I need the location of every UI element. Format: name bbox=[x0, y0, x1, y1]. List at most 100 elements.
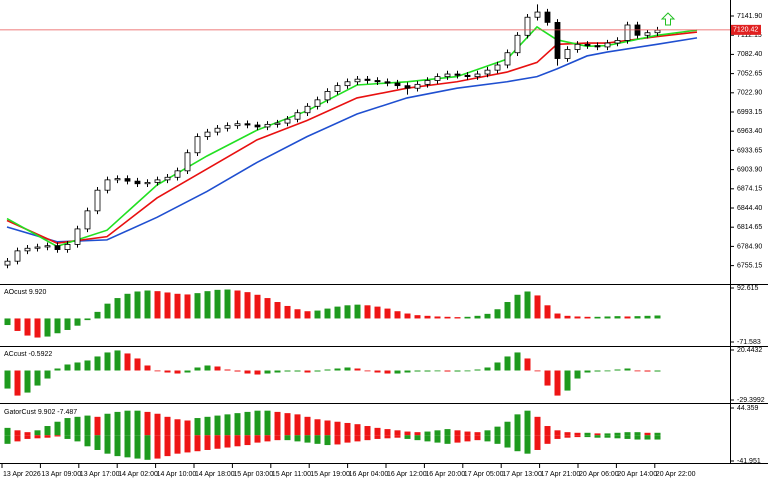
panel-title: AOcust 9.920 bbox=[4, 289, 47, 296]
histogram-bar bbox=[224, 289, 231, 319]
candle-body bbox=[244, 123, 251, 126]
histogram-bar bbox=[234, 370, 241, 372]
x-tick-label: 20 Apr 14:00 bbox=[617, 471, 657, 478]
candle-body bbox=[4, 260, 11, 266]
histogram-bar bbox=[144, 435, 151, 460]
y-tick-label: 7052.65 bbox=[737, 70, 762, 77]
histogram-bar bbox=[384, 370, 391, 374]
histogram-bar bbox=[94, 311, 101, 319]
histogram-bar bbox=[464, 435, 471, 442]
histogram-bar bbox=[264, 370, 271, 374]
histogram-bar bbox=[124, 435, 131, 458]
y-tick-label: 7082.40 bbox=[737, 51, 762, 58]
histogram-bar bbox=[64, 318, 71, 330]
histogram-bar bbox=[554, 430, 561, 436]
histogram-bar bbox=[374, 306, 381, 319]
candle-body bbox=[524, 16, 531, 36]
histogram-bar bbox=[74, 435, 81, 442]
candle-body bbox=[114, 178, 121, 181]
candle-body bbox=[474, 73, 481, 78]
histogram-bar bbox=[274, 435, 281, 441]
histogram-bar bbox=[4, 427, 11, 436]
histogram-bar bbox=[454, 435, 461, 443]
x-tick-label: 13 Apr 2026 bbox=[3, 471, 41, 478]
candle-body bbox=[184, 152, 191, 172]
candle-body bbox=[34, 246, 41, 249]
x-tick-label: 16 Apr 20:00 bbox=[425, 471, 465, 478]
histogram-bar bbox=[284, 413, 291, 436]
candle-body bbox=[544, 11, 551, 23]
x-tick-label: 15 Apr 19:00 bbox=[310, 471, 350, 478]
candle-body bbox=[264, 123, 271, 128]
histogram-bar bbox=[474, 432, 481, 436]
histogram-bar bbox=[234, 290, 241, 319]
x-tick-label: 20 Apr 22:00 bbox=[656, 471, 696, 478]
histogram-bar bbox=[74, 416, 81, 436]
candle-body bbox=[324, 91, 331, 101]
histogram-bar bbox=[264, 298, 271, 319]
candle-body bbox=[194, 136, 201, 154]
histogram-bar bbox=[554, 435, 561, 439]
histogram-bar bbox=[354, 304, 361, 319]
histogram-bar bbox=[74, 362, 81, 371]
histogram-bar bbox=[294, 370, 301, 372]
histogram-bar bbox=[454, 317, 461, 319]
histogram-bar bbox=[564, 432, 571, 436]
histogram-bar bbox=[194, 293, 201, 319]
histogram-bar bbox=[654, 435, 661, 440]
histogram-bar bbox=[254, 294, 261, 319]
x-tick-label: 14 Apr 02:00 bbox=[118, 471, 158, 478]
histogram-bar bbox=[574, 370, 581, 379]
histogram-bar bbox=[274, 302, 281, 319]
y-tick-label: 20.4432 bbox=[737, 347, 762, 354]
histogram-bar bbox=[144, 365, 151, 371]
candle-body bbox=[424, 80, 431, 85]
candle-body bbox=[434, 76, 441, 81]
histogram-bar bbox=[524, 291, 531, 319]
candle-body bbox=[304, 105, 311, 114]
histogram-bar bbox=[304, 311, 311, 319]
histogram-bar bbox=[14, 318, 21, 331]
candle-body bbox=[74, 228, 81, 245]
histogram-bar bbox=[344, 305, 351, 319]
histogram-bar bbox=[494, 426, 501, 436]
histogram-bar bbox=[34, 430, 41, 436]
histogram-bar bbox=[134, 358, 141, 371]
histogram-bar bbox=[534, 416, 541, 436]
histogram-bar bbox=[604, 370, 611, 372]
candle-body bbox=[284, 118, 291, 124]
histogram-bar bbox=[254, 370, 261, 375]
histogram-bar bbox=[154, 413, 161, 436]
histogram-bar bbox=[374, 435, 381, 439]
x-tick-label: 15 Apr 03:00 bbox=[233, 471, 273, 478]
histogram-bar bbox=[374, 427, 381, 436]
histogram-bar bbox=[594, 433, 601, 436]
histogram-bar bbox=[414, 315, 421, 319]
histogram-bar bbox=[24, 432, 31, 436]
candle-body bbox=[564, 49, 571, 59]
histogram-bar bbox=[584, 370, 591, 373]
candle-body bbox=[44, 245, 51, 248]
histogram-bar bbox=[54, 318, 61, 334]
histogram-bar bbox=[504, 435, 511, 448]
histogram-bar bbox=[44, 370, 51, 379]
histogram-bar bbox=[404, 431, 411, 436]
y-tick-label: 92.615 bbox=[737, 285, 759, 292]
candle-body bbox=[414, 83, 421, 89]
candle-body bbox=[444, 73, 451, 78]
alligator-line bbox=[6, 25, 698, 248]
histogram-bar bbox=[454, 430, 461, 436]
histogram-bar bbox=[214, 415, 221, 436]
candle-body bbox=[234, 123, 241, 127]
histogram-bar bbox=[124, 410, 131, 436]
histogram-bar bbox=[184, 370, 191, 373]
candle-body bbox=[64, 244, 71, 250]
y-tick-label: 7022.90 bbox=[737, 90, 762, 97]
y-tick-label: 6933.65 bbox=[737, 147, 762, 154]
histogram-bar bbox=[214, 435, 221, 449]
histogram-bar bbox=[534, 370, 541, 372]
histogram-bar bbox=[344, 367, 351, 371]
histogram-bar bbox=[454, 370, 461, 372]
x-tick-label: 17 Apr 05:00 bbox=[464, 471, 504, 478]
